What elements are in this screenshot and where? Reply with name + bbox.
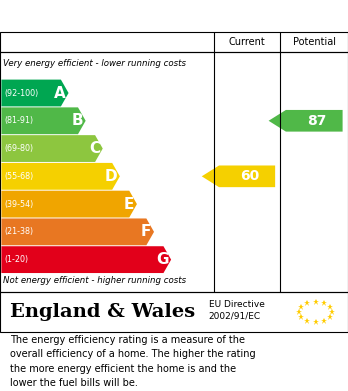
Polygon shape (1, 163, 120, 190)
Text: (1-20): (1-20) (4, 255, 28, 264)
Text: EU Directive
2002/91/EC: EU Directive 2002/91/EC (209, 300, 265, 320)
Text: Energy Efficiency Rating: Energy Efficiency Rating (10, 9, 220, 23)
Text: Potential: Potential (293, 37, 336, 47)
Text: (55-68): (55-68) (4, 172, 33, 181)
Text: (92-100): (92-100) (4, 88, 38, 97)
Polygon shape (1, 191, 137, 217)
Polygon shape (1, 246, 171, 273)
Text: D: D (104, 169, 117, 184)
Text: B: B (71, 113, 83, 128)
Polygon shape (1, 219, 154, 245)
Polygon shape (202, 165, 275, 187)
Polygon shape (269, 110, 342, 132)
Text: C: C (89, 141, 100, 156)
Text: G: G (156, 252, 168, 267)
Text: F: F (141, 224, 151, 239)
Text: England & Wales: England & Wales (10, 303, 196, 321)
Text: Not energy efficient - higher running costs: Not energy efficient - higher running co… (3, 276, 187, 285)
Text: (21-38): (21-38) (4, 227, 33, 237)
Text: (69-80): (69-80) (4, 144, 33, 153)
Text: (39-54): (39-54) (4, 199, 33, 208)
Polygon shape (1, 80, 69, 106)
Polygon shape (1, 135, 103, 162)
Text: Very energy efficient - lower running costs: Very energy efficient - lower running co… (3, 59, 187, 68)
Text: Current: Current (229, 37, 266, 47)
Text: A: A (54, 86, 66, 100)
Text: The energy efficiency rating is a measure of the
overall efficiency of a home. T: The energy efficiency rating is a measur… (10, 335, 256, 388)
Text: E: E (124, 197, 134, 212)
Text: 60: 60 (240, 169, 260, 183)
Text: 87: 87 (307, 114, 327, 128)
Polygon shape (1, 108, 86, 134)
Text: (81-91): (81-91) (4, 116, 33, 125)
